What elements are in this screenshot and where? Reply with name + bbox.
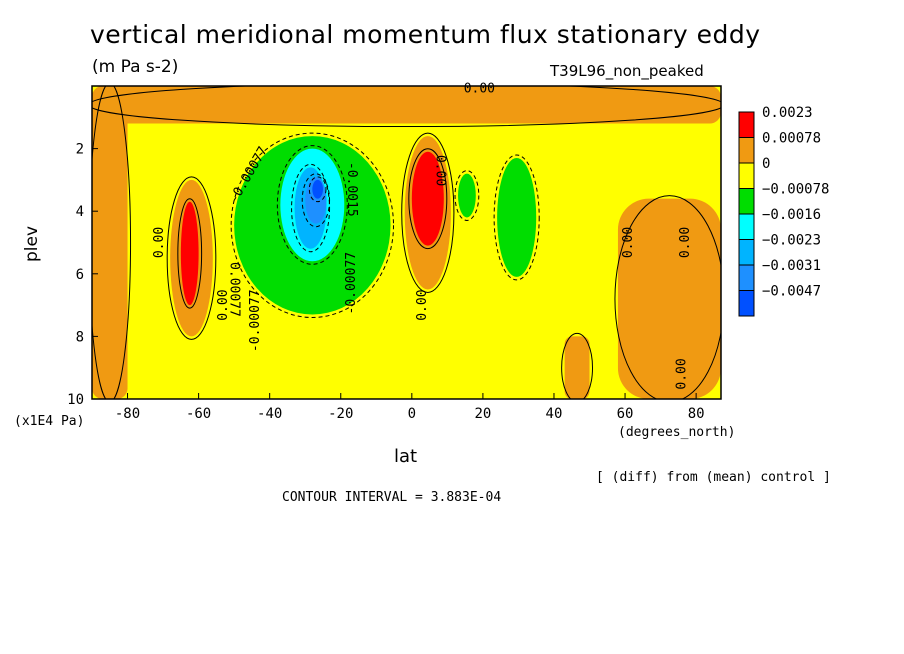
legend-swatch (738, 264, 755, 291)
legend-label: −0.0023 (762, 233, 821, 249)
legend-label: −0.00078 (762, 182, 829, 198)
legend-swatch (738, 137, 755, 164)
contour-line-3 (177, 198, 203, 309)
field-region-13 (617, 198, 721, 399)
contour-line-5 (276, 145, 348, 265)
contour-line-6 (291, 163, 331, 253)
field-region-3 (180, 201, 199, 306)
plot-frame (91, 85, 722, 400)
x-tick-label: 60 (617, 406, 634, 422)
x-tick-label: -80 (115, 406, 140, 422)
field-region-11 (497, 157, 537, 277)
contour-label: -0.00077 (344, 252, 359, 315)
legend-label: 0.00078 (762, 131, 821, 147)
legend-swatch (738, 111, 755, 138)
contour-line-4 (230, 132, 395, 318)
contour-line-2 (166, 176, 217, 340)
x-tick-label: 20 (474, 406, 491, 422)
legend-swatch (738, 239, 755, 266)
field-region-8 (312, 179, 323, 199)
contour-label: 0.00 (464, 81, 495, 96)
x-tick-label: -60 (186, 406, 211, 422)
run-name: T39L96_non_peaked (550, 62, 704, 80)
field-region-10 (411, 151, 444, 246)
contour-line-7 (301, 173, 331, 228)
y-tick-label: 8 (76, 329, 84, 345)
x-tick-label: 80 (688, 406, 705, 422)
field-region-12 (458, 173, 476, 218)
y-tick-label: 4 (76, 204, 84, 220)
x-tick-label: 0 (408, 406, 416, 422)
contour-line-10 (408, 148, 448, 250)
contour-label: -0.00077 (248, 289, 263, 352)
diff-note: [ (diff) from (mean) control ] (596, 470, 831, 485)
contour-label: 0.00 (216, 289, 231, 320)
field-region-14 (564, 336, 590, 399)
contour-line-9 (401, 132, 455, 293)
legend-label: 0 (762, 156, 770, 172)
field-region-1 (92, 86, 128, 399)
contour-line-8 (308, 176, 327, 203)
contour-label: 0.00 (415, 289, 430, 320)
contour-line-0 (92, 86, 721, 128)
legend-swatch (738, 162, 755, 189)
x-axis-label: lat (394, 446, 418, 467)
legend-label: 0.0023 (762, 105, 813, 121)
x-axis-ticks: -80 -60 -40 -20 0 20 40 60 80 (115, 393, 705, 422)
contour-label: 0.00077 (227, 262, 242, 317)
legend-label: −0.0016 (762, 207, 821, 223)
contour-line-12 (454, 170, 480, 221)
chart-title: vertical meridional momentum flux statio… (90, 20, 761, 49)
y-tick-label: 2 (76, 142, 84, 158)
y-axis-unit: (x1E4 Pa) (14, 414, 85, 429)
contour-interval: CONTOUR INTERVAL = 3.883E-04 (282, 490, 502, 505)
contour-line-1 (92, 86, 132, 399)
y-tick-label: 10 (67, 392, 84, 408)
color-legend: 0.0023 0.00078 0 −0.00078 −0.0016 −0.0023 −0.0… (738, 105, 829, 317)
legend-label: −0.0031 (762, 258, 821, 274)
chart-units: (m Pa s-2) (92, 57, 179, 77)
contour-label: 0.00 (433, 155, 448, 186)
x-tick-label: -20 (328, 406, 353, 422)
x-tick-label: -40 (257, 406, 282, 422)
legend-label: −0.0047 (762, 284, 821, 300)
x-tick-label: 40 (546, 406, 563, 422)
contour-line-11 (493, 154, 540, 281)
contour-label: 0.00 (621, 227, 636, 258)
y-axis-ticks: 2 4 6 8 10 (67, 142, 98, 408)
field-region-0 (92, 86, 721, 124)
contour-line-14 (561, 332, 594, 399)
contour-label: 0.00 (678, 227, 693, 258)
legend-swatch (738, 213, 755, 240)
contour-label: 0.00 (674, 358, 689, 389)
contour-lines (92, 86, 721, 399)
contour-label: 0.00 (152, 227, 167, 258)
contour-line-13 (614, 195, 721, 399)
contour-label: -0.0015 (344, 162, 359, 217)
x-axis-unit: (degrees_north) (618, 425, 736, 440)
legend-swatch (738, 290, 755, 317)
y-tick-label: 6 (76, 267, 84, 283)
legend-swatch (738, 188, 755, 215)
